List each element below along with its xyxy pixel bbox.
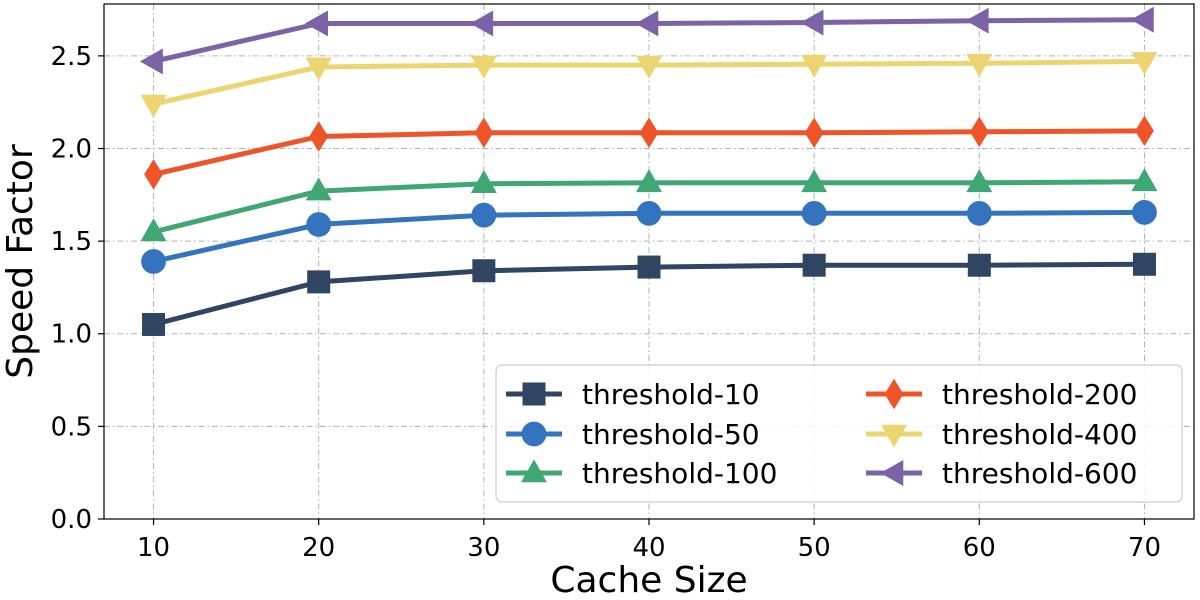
data-point — [1131, 52, 1158, 76]
data-point — [800, 9, 824, 36]
legend-item: threshold-100 — [506, 457, 777, 490]
x-axis-ticks: 10 20 30 40 50 60 70 — [137, 519, 1161, 563]
data-point — [965, 7, 989, 34]
data-point — [305, 177, 332, 201]
data-point — [637, 255, 661, 279]
legend-item: threshold-200 — [866, 378, 1137, 411]
legend-marker — [522, 382, 546, 406]
data-point — [306, 212, 332, 237]
legend-marker — [881, 424, 907, 448]
data-point — [801, 169, 828, 193]
legend-label: threshold-600 — [942, 457, 1137, 490]
data-point — [966, 200, 992, 226]
legend-item: threshold-600 — [866, 457, 1137, 490]
legend-label: threshold-10 — [582, 378, 760, 411]
legend-box — [495, 364, 1183, 503]
data-point — [1132, 200, 1157, 225]
data-point — [144, 159, 163, 190]
x-tick-label: 30 — [467, 533, 500, 563]
data-point — [966, 169, 993, 193]
data-point — [142, 312, 166, 336]
data-point — [635, 10, 659, 37]
data-point — [309, 121, 329, 152]
data-point — [474, 117, 494, 149]
data-point — [139, 48, 163, 75]
y-tick-label: 0.5 — [51, 412, 92, 442]
y-tick-label: 0.0 — [51, 505, 92, 535]
legend: threshold-10 threshold-50 threshold-100 thr… — [495, 364, 1183, 503]
x-axis-title: Cache Size — [550, 560, 747, 600]
data-point — [140, 94, 167, 118]
legend-marker — [884, 378, 904, 410]
legend-marker — [521, 421, 547, 447]
data-point — [472, 259, 496, 283]
data-point — [470, 10, 494, 37]
data-point — [636, 169, 662, 193]
data-point — [305, 10, 328, 37]
y-axis-title: Speed Factor — [0, 144, 41, 379]
data-point — [471, 202, 497, 228]
series-threshold-400 — [140, 52, 1158, 118]
data-point — [636, 200, 662, 226]
data-point — [639, 117, 659, 149]
y-axis-ticks: 0.0 0.5 1.0 1.5 2.0 2.5 — [51, 42, 104, 535]
y-tick-label: 2.0 — [51, 134, 92, 164]
data-point — [636, 55, 662, 79]
data-point — [801, 54, 828, 78]
legend-label: threshold-100 — [582, 457, 777, 490]
data-point — [969, 116, 989, 148]
data-point — [1130, 6, 1154, 33]
x-tick-label: 40 — [632, 533, 665, 563]
data-point — [801, 200, 827, 226]
x-tick-label: 20 — [302, 533, 335, 563]
legend-label: threshold-200 — [942, 378, 1137, 411]
legend-item: threshold-400 — [866, 418, 1137, 451]
data-point — [307, 270, 331, 294]
data-point — [141, 249, 166, 274]
data-point — [966, 53, 993, 77]
legend-item: threshold-10 — [506, 378, 760, 411]
y-tick-label: 1.5 — [51, 227, 92, 257]
data-point — [470, 170, 497, 193]
legend-label: threshold-50 — [582, 418, 760, 451]
data-point — [305, 57, 332, 81]
y-tick-label: 2.5 — [51, 42, 92, 72]
x-tick-label: 50 — [798, 533, 831, 563]
series-threshold-200 — [144, 115, 1154, 190]
series-threshold-10 — [142, 252, 1156, 336]
legend-marker — [521, 459, 547, 483]
x-tick-label: 60 — [963, 533, 996, 563]
legend-marker — [880, 460, 904, 486]
data-point — [1132, 252, 1156, 276]
x-tick-label: 70 — [1128, 533, 1161, 563]
series-threshold-100 — [140, 168, 1158, 242]
data-point — [470, 55, 497, 79]
data-point — [1135, 115, 1154, 147]
data-point — [140, 218, 167, 242]
legend-item: threshold-50 — [506, 418, 760, 451]
data-point — [804, 117, 824, 149]
data-point — [1131, 168, 1158, 192]
series-layer — [139, 6, 1158, 336]
y-tick-label: 1.0 — [51, 320, 92, 350]
series-threshold-600 — [139, 6, 1154, 75]
series-threshold-50 — [141, 200, 1157, 274]
legend-label: threshold-400 — [942, 418, 1137, 451]
data-point — [802, 253, 826, 277]
data-point — [967, 253, 991, 277]
x-tick-label: 10 — [137, 533, 170, 563]
